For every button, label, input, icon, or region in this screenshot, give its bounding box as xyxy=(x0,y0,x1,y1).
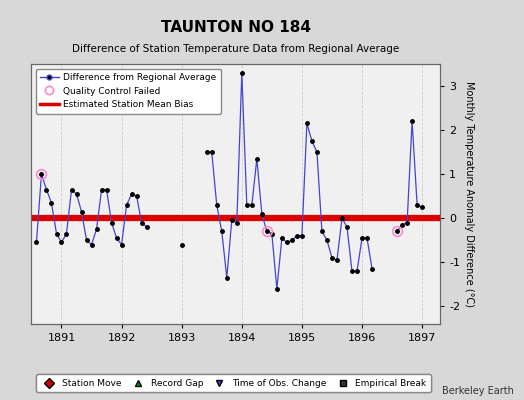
Text: TAUNTON NO 184: TAUNTON NO 184 xyxy=(161,20,311,35)
Text: Berkeley Earth: Berkeley Earth xyxy=(442,386,514,396)
Text: Difference of Station Temperature Data from Regional Average: Difference of Station Temperature Data f… xyxy=(72,44,399,54)
Y-axis label: Monthly Temperature Anomaly Difference (°C): Monthly Temperature Anomaly Difference (… xyxy=(464,81,474,307)
Legend: Station Move, Record Gap, Time of Obs. Change, Empirical Break: Station Move, Record Gap, Time of Obs. C… xyxy=(36,374,431,392)
